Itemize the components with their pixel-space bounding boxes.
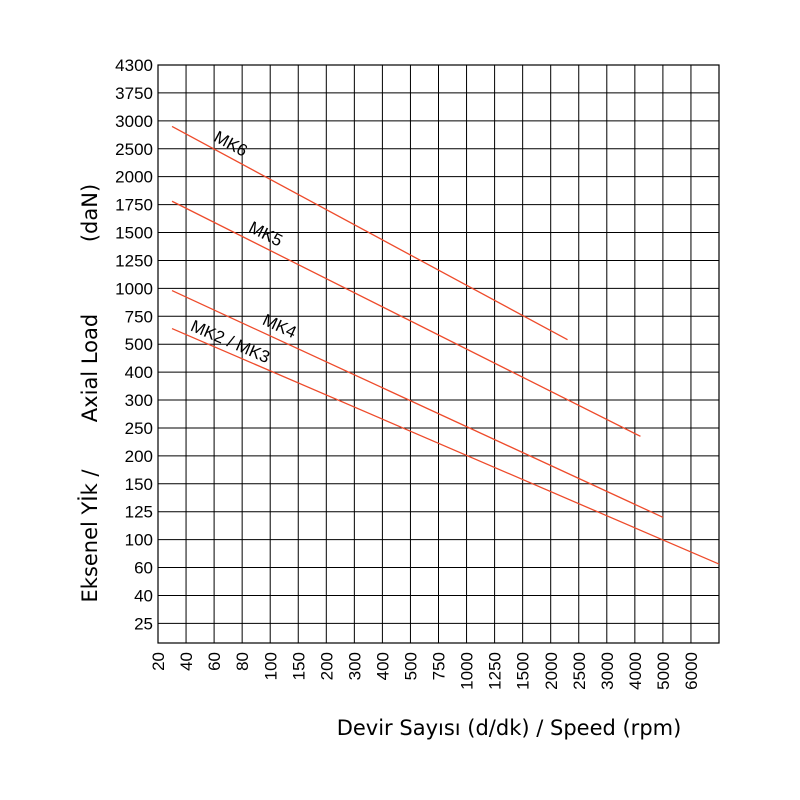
y-tick-label: 3000 [115,112,153,131]
y-tick-label: 500 [125,335,153,354]
y-tick-label: 1000 [115,279,153,298]
series-label-mk5: MK5 [246,218,286,251]
x-tick-label: 750 [430,652,449,680]
y-tick-label: 2000 [115,168,153,187]
y-tick-label: 25 [134,614,153,633]
x-tick-labels: 20 40 60 80 100 150 200 300 400 500 750 1000 1250 150… [149,652,701,690]
plot-frame [157,64,720,644]
y-tick-label: 250 [125,419,153,438]
y-tick-label: 1250 [115,251,153,270]
x-tick-label: 6000 [682,652,701,690]
x-tick-label: 100 [261,652,280,680]
y-tick-labels: 4300 3750 3000 2500 2000 1750 1500 1250 1000 750 5… [115,56,153,633]
series-line-mk5 [171,200,641,437]
y-tick-label: 750 [125,307,153,326]
vertical-gridlines [185,65,692,643]
y-axis-label-en: Axial Load [78,314,102,422]
y-tick-label: 4300 [115,56,153,75]
x-tick-label: 2500 [570,652,589,690]
y-axis-label-unit: (daN) [78,184,102,242]
horizontal-gridlines [158,64,719,624]
series-label-mk6: MK6 [211,127,251,160]
x-tick-label: 200 [317,652,336,680]
x-axis-label: Devir Sayısı (d/dk) / Speed (rpm) [337,716,682,740]
y-tick-label: 3750 [115,84,153,103]
y-tick-label: 300 [125,391,153,410]
series-line-mk6 [171,125,568,341]
y-tick-label: 200 [125,447,153,466]
y-axis-label-tr: Eksenel Yİk / [77,469,102,603]
x-tick-label: 4000 [626,652,645,690]
y-tick-label: 40 [134,586,153,605]
y-tick-label: 60 [134,559,153,578]
x-tick-label: 500 [402,652,421,680]
y-tick-label: 1750 [115,196,153,215]
y-tick-label: 150 [125,475,153,494]
x-tick-label: 80 [233,652,252,671]
series-lines [171,125,720,565]
y-tick-label: 2500 [115,140,153,159]
x-tick-label: 1250 [486,652,505,690]
series-label-mk4: MK4 [260,310,300,342]
x-tick-label: 150 [289,652,308,680]
x-tick-label: 20 [149,652,168,671]
x-tick-label: 1500 [514,652,533,690]
x-tick-label: 60 [205,652,224,671]
y-tick-label: 125 [125,503,153,522]
y-tick-label: 1500 [115,224,153,243]
x-tick-label: 300 [345,652,364,680]
x-tick-label: 3000 [598,652,617,690]
series-label-mk2-mk3: MK2 / MK3 [188,316,273,367]
series-line-mk2-mk3 [171,327,720,565]
series-line-mk4 [171,290,664,518]
x-tick-label: 2000 [542,652,561,690]
y-tick-label: 400 [125,363,153,382]
x-tick-label: 5000 [654,652,673,690]
y-axis-label: Eksenel Yİk / Axial Load (daN) [77,184,102,603]
x-tick-label: 40 [177,652,196,671]
x-tick-label: 1000 [458,652,477,690]
y-tick-label: 100 [125,531,153,550]
x-tick-label: 400 [373,652,392,680]
